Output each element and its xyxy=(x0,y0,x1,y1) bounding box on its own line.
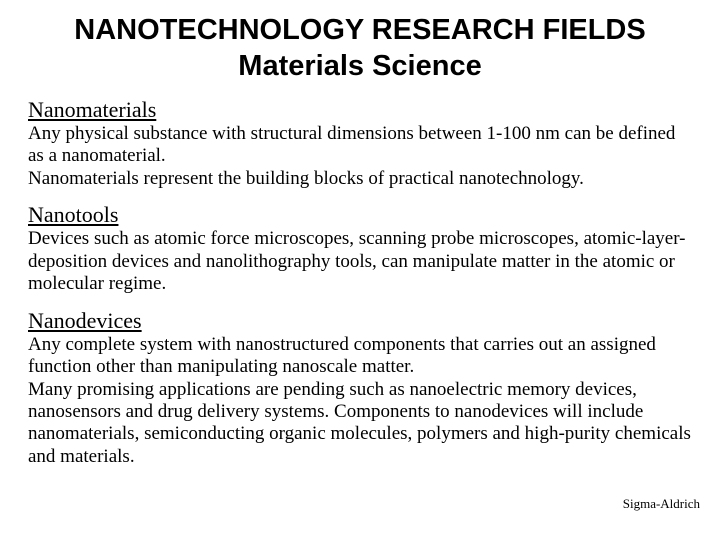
body-nanodevices: Any complete system with nanostructured … xyxy=(28,334,692,468)
body-nanotools: Devices such as atomic force microscopes… xyxy=(28,228,692,295)
body-nanomaterials: Any physical substance with structural d… xyxy=(28,123,692,190)
slide: NANOTECHNOLOGY RESEARCH FIELDS Materials… xyxy=(0,0,720,540)
attribution-label: Sigma-Aldrich xyxy=(623,496,700,512)
title-line-1: NANOTECHNOLOGY RESEARCH FIELDS xyxy=(74,14,645,46)
heading-nanotools: Nanotools xyxy=(28,202,692,227)
title-line-2: Materials Science xyxy=(238,50,481,82)
heading-nanomaterials: Nanomaterials xyxy=(28,97,692,122)
heading-nanodevices: Nanodevices xyxy=(28,308,692,333)
slide-title: NANOTECHNOLOGY RESEARCH FIELDS Materials… xyxy=(28,12,692,85)
